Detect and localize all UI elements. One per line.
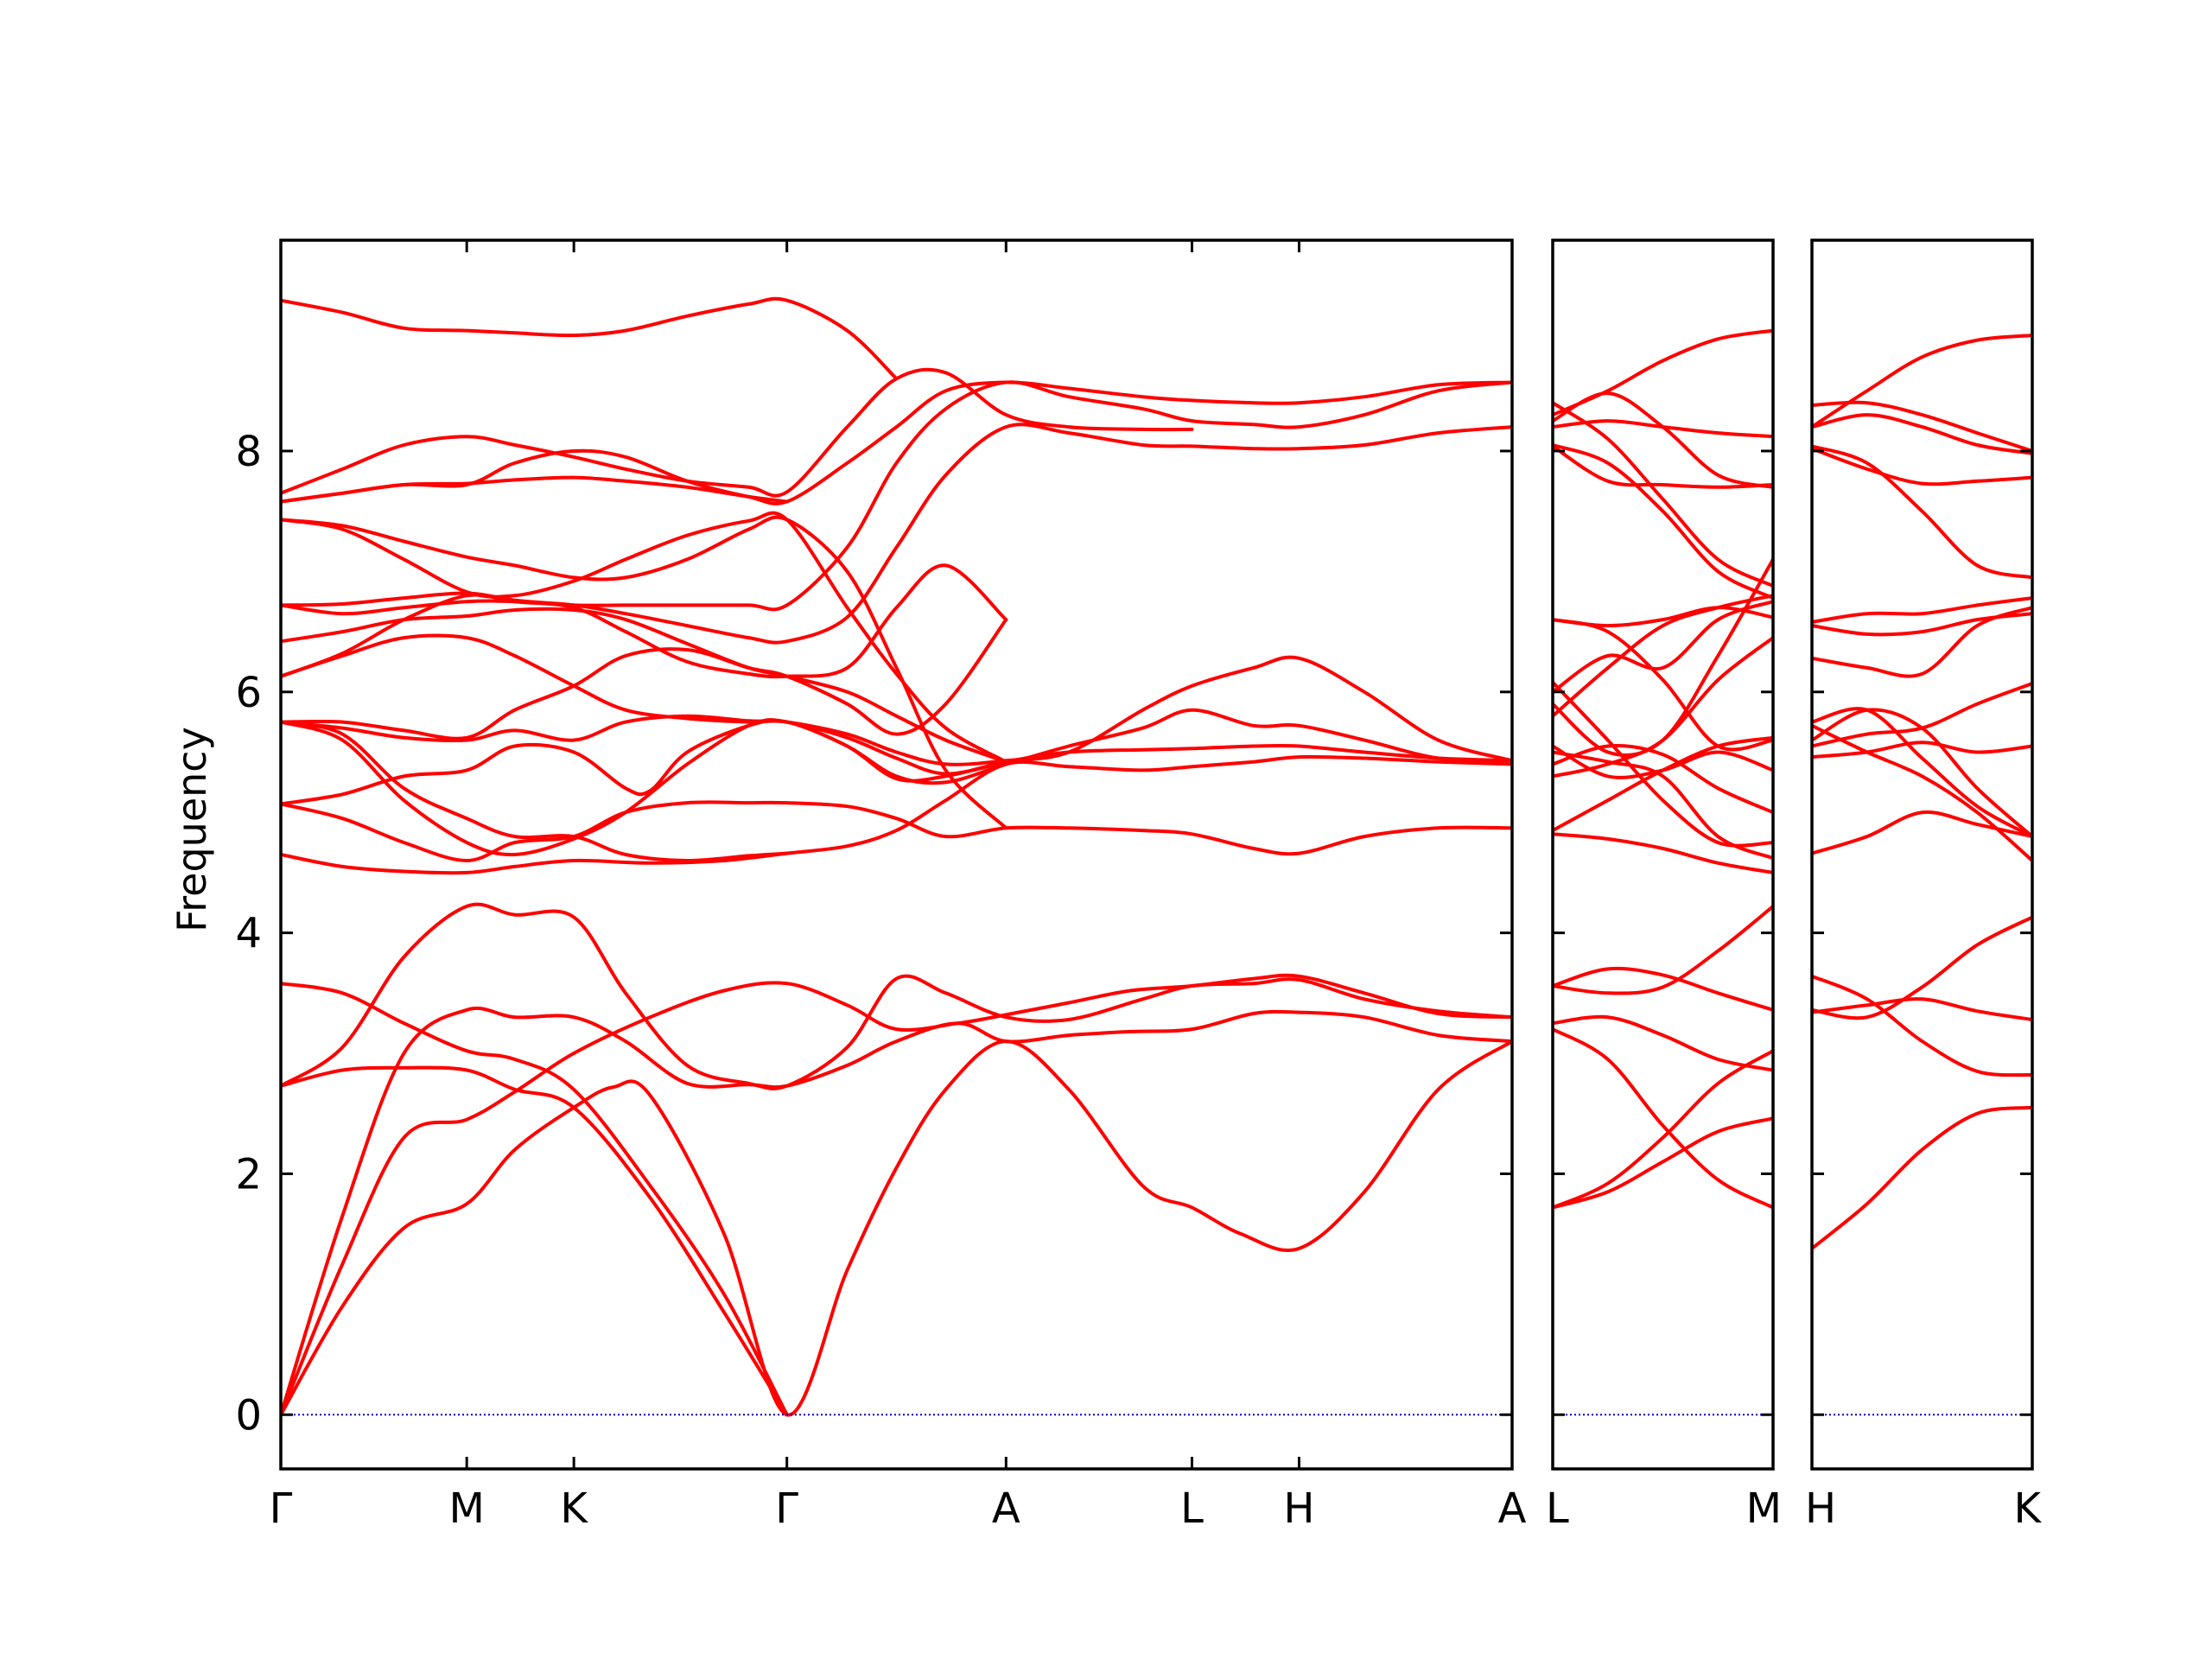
phonon-band-6 xyxy=(1812,741,2032,760)
phonon-band-3 xyxy=(1553,1027,1773,1210)
x-tick-label: A xyxy=(1498,1484,1527,1533)
phonon-band-22 xyxy=(281,475,789,504)
x-tick-label: M xyxy=(448,1484,484,1533)
phonon-band-19 xyxy=(281,511,1008,764)
phonon-band-24 xyxy=(1553,328,1773,417)
phonon-band-11 xyxy=(281,655,1512,766)
phonon-band-16 xyxy=(281,607,1008,764)
y-axis-label: Frequency xyxy=(168,727,215,932)
phonon-band-8 xyxy=(1812,708,2032,839)
phonon-band-2 xyxy=(1812,997,2032,1021)
x-tick-label: L xyxy=(1546,1484,1569,1533)
phonon-band-13 xyxy=(1812,596,2032,624)
y-tick-label: 4 xyxy=(235,910,262,958)
panel-frame xyxy=(1810,238,2034,1471)
phonon-band-7 xyxy=(1553,832,1773,874)
panel-frame xyxy=(279,238,1514,1471)
phonon-band-4 xyxy=(281,902,1512,1090)
phonon-band-16 xyxy=(1812,413,2032,455)
phonon-band-23 xyxy=(281,367,1194,498)
phonon-band-24 xyxy=(281,296,899,381)
phonon-band-5 xyxy=(281,1065,789,1417)
phonon-band-20 xyxy=(1553,443,1773,601)
phonon-band-18 xyxy=(1553,618,1773,752)
phonon-band-3 xyxy=(1812,915,2032,1020)
x-tick-label: L xyxy=(1180,1484,1204,1533)
phonon-band-1 xyxy=(281,973,1512,1417)
phonon-band-13 xyxy=(281,618,1008,741)
phonon-band-6 xyxy=(281,982,789,1417)
phonon-band-12 xyxy=(1553,744,1773,779)
phonon-band-2 xyxy=(1553,1049,1773,1210)
phonon-band-10 xyxy=(1812,707,2032,839)
phonon-band-15 xyxy=(1553,600,1773,694)
x-tick-label: Γ xyxy=(270,1484,293,1533)
phonon-band-7 xyxy=(281,754,1512,875)
phonon-band-4 xyxy=(1553,1014,1773,1072)
bands-group xyxy=(281,296,1512,1417)
x-tick-label: Γ xyxy=(775,1484,798,1533)
x-tick-label: K xyxy=(560,1484,588,1533)
phonon-band-3 xyxy=(281,1007,1512,1417)
y-tick-label: 0 xyxy=(235,1391,262,1440)
phonon-band-2 xyxy=(281,1039,1512,1417)
phonon-band-14 xyxy=(281,633,1008,776)
phonon-band-21 xyxy=(281,380,1512,505)
phonon-band-1 xyxy=(1812,1105,2032,1250)
phonon-band-16 xyxy=(1553,680,1773,848)
phonon-band-10 xyxy=(281,708,1512,857)
phonon-band-19 xyxy=(1553,444,1773,489)
phonon-band-5 xyxy=(1553,904,1773,995)
phonon-band-22 xyxy=(1553,391,1773,489)
x-tick-label: M xyxy=(1746,1484,1782,1533)
y-tick-label: 8 xyxy=(235,428,262,476)
y-tick-label: 6 xyxy=(235,669,262,717)
phonon-band-12 xyxy=(1812,612,2032,637)
phonon-band-1 xyxy=(1553,1116,1773,1210)
phonon-band-14 xyxy=(1553,557,1773,758)
x-tick-label: A xyxy=(992,1484,1020,1533)
y-tick-label: 2 xyxy=(235,1150,262,1198)
bands-group xyxy=(1553,328,1773,1416)
phonon-band-13 xyxy=(1553,594,1773,718)
phonon-band-18 xyxy=(1812,334,2032,429)
phonon-band-9 xyxy=(1812,723,2032,862)
phonon-band-4 xyxy=(1812,974,2032,1077)
phonon-band-15 xyxy=(1812,444,2032,580)
x-tick-label: H xyxy=(1283,1484,1314,1533)
phonon-band-18 xyxy=(281,380,1512,616)
phonon-band-23 xyxy=(1553,401,1773,588)
phonon-band-10 xyxy=(1553,744,1773,815)
panel-frame xyxy=(1551,238,1775,1471)
bands-group xyxy=(1812,334,2032,1416)
phonon-band-6 xyxy=(1553,966,1773,1012)
phonon-band-20 xyxy=(281,515,1008,830)
x-tick-label: K xyxy=(2014,1484,2043,1533)
panel-1: 0 2 4 6 8 Γ M K Γ A L H A xyxy=(235,238,1527,1533)
phonon-band-12 xyxy=(281,720,789,863)
x-tick-label: H xyxy=(1805,1484,1836,1533)
phonon-band-14 xyxy=(1812,447,2032,486)
phonon-band-7 xyxy=(1812,682,2032,748)
